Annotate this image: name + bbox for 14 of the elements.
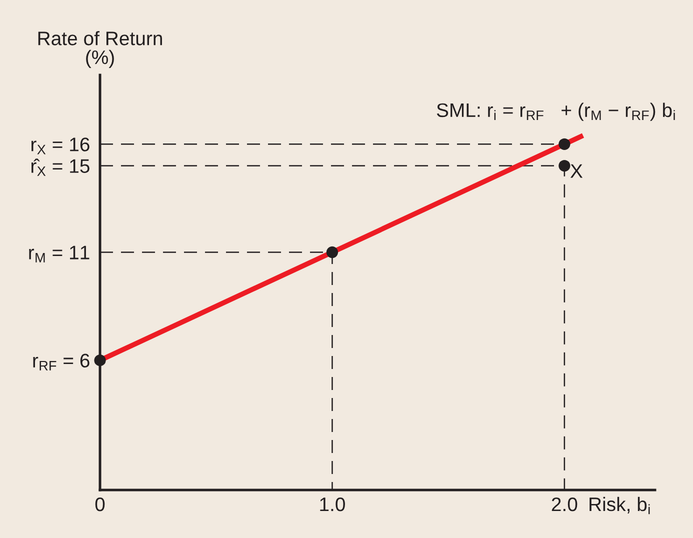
x-tick-label: 1.0 bbox=[320, 497, 345, 512]
y-axis-title: Rate of Return (%) bbox=[38, 31, 162, 68]
x-tick-label: 0 bbox=[95, 497, 105, 512]
point bbox=[326, 246, 338, 258]
annotation: X bbox=[570, 164, 583, 178]
y-tick-label: r$_{M}$ = 11 bbox=[29, 246, 90, 262]
y-tick-label: r̂$_{X}$ = 15 bbox=[31, 158, 90, 176]
text: SML: r$_{i}$ = r$_{RF}$ + (r$_{M}$ − r$_{RF}$) b$_{i}$ bbox=[436, 102, 675, 121]
x-axis-title: Risk, b$_{i}$ bbox=[590, 496, 650, 514]
y-tick-label: r$_{RF}$ = 6 bbox=[33, 354, 90, 370]
point bbox=[558, 138, 570, 150]
y-tick-label: r$_{X}$ = 16 bbox=[31, 138, 90, 154]
point bbox=[558, 160, 570, 172]
x-tick-label: 2.0 bbox=[552, 497, 578, 512]
